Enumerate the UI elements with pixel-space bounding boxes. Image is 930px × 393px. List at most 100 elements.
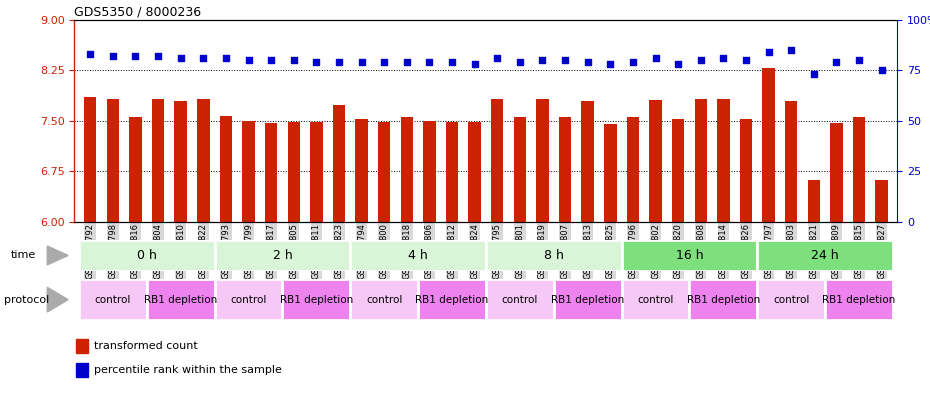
Bar: [757, 240, 893, 271]
Bar: [621, 279, 689, 320]
Bar: [491, 99, 503, 222]
Bar: [219, 116, 232, 222]
Point: [558, 57, 573, 63]
Bar: [197, 99, 209, 222]
Point: [535, 57, 550, 63]
Text: percentile rank within the sample: percentile rank within the sample: [94, 365, 282, 375]
Bar: [671, 119, 684, 222]
Bar: [825, 279, 893, 320]
Bar: [553, 279, 621, 320]
Text: control: control: [231, 295, 267, 305]
Polygon shape: [47, 246, 68, 265]
Text: control: control: [95, 295, 131, 305]
Bar: [604, 124, 617, 222]
Point: [671, 61, 685, 67]
Bar: [283, 279, 351, 320]
Bar: [875, 180, 888, 222]
Bar: [469, 122, 481, 222]
Text: transformed count: transformed count: [94, 341, 198, 351]
Bar: [537, 99, 549, 222]
Polygon shape: [47, 287, 68, 312]
Point: [83, 51, 98, 57]
Bar: [84, 97, 97, 222]
Point: [490, 55, 505, 61]
Point: [738, 57, 753, 63]
Point: [716, 55, 731, 61]
Bar: [355, 119, 367, 222]
Point: [467, 61, 482, 67]
Point: [241, 57, 256, 63]
Bar: [785, 101, 797, 222]
Text: GDS5350 / 8000236: GDS5350 / 8000236: [74, 6, 202, 18]
Bar: [215, 279, 283, 320]
Point: [445, 59, 459, 65]
Bar: [649, 100, 662, 222]
Bar: [559, 117, 571, 222]
Point: [286, 57, 301, 63]
Point: [784, 47, 799, 53]
Bar: [152, 99, 165, 222]
Bar: [287, 121, 300, 222]
Bar: [265, 123, 277, 222]
Bar: [581, 101, 594, 222]
Point: [354, 59, 369, 65]
Point: [105, 53, 120, 59]
Point: [196, 55, 211, 61]
Text: RB1 depletion: RB1 depletion: [144, 295, 218, 305]
Bar: [807, 180, 820, 222]
Bar: [351, 240, 485, 271]
Bar: [401, 118, 413, 222]
Bar: [107, 99, 119, 222]
Point: [264, 57, 279, 63]
Bar: [621, 240, 757, 271]
Text: RB1 depletion: RB1 depletion: [416, 295, 488, 305]
Text: control: control: [773, 295, 809, 305]
Point: [693, 57, 708, 63]
Point: [128, 53, 143, 59]
Text: 8 h: 8 h: [544, 249, 564, 262]
Bar: [310, 122, 323, 222]
Point: [309, 59, 324, 65]
Point: [852, 57, 867, 63]
Point: [761, 49, 776, 55]
Point: [874, 67, 889, 73]
Point: [331, 59, 346, 65]
Text: control: control: [366, 295, 403, 305]
Text: RB1 depletion: RB1 depletion: [551, 295, 624, 305]
Bar: [717, 99, 729, 222]
Point: [580, 59, 595, 65]
Bar: [351, 279, 418, 320]
Text: time: time: [11, 250, 36, 261]
Bar: [215, 240, 351, 271]
Point: [806, 71, 821, 77]
Point: [648, 55, 663, 61]
Bar: [423, 121, 435, 222]
Bar: [147, 279, 215, 320]
Bar: [418, 279, 485, 320]
Bar: [333, 105, 345, 222]
Bar: [243, 121, 255, 222]
Bar: [627, 118, 639, 222]
Bar: [513, 118, 526, 222]
Text: 0 h: 0 h: [137, 249, 156, 262]
Bar: [689, 279, 757, 320]
Bar: [445, 121, 458, 222]
Text: 4 h: 4 h: [408, 249, 428, 262]
Text: RB1 depletion: RB1 depletion: [686, 295, 760, 305]
Text: control: control: [637, 295, 673, 305]
Text: RB1 depletion: RB1 depletion: [280, 295, 353, 305]
Point: [219, 55, 233, 61]
Text: protocol: protocol: [4, 295, 49, 305]
Bar: [695, 99, 707, 222]
Point: [512, 59, 527, 65]
Point: [603, 61, 618, 67]
Bar: [739, 119, 752, 222]
Bar: [79, 279, 147, 320]
Bar: [175, 101, 187, 222]
Text: 16 h: 16 h: [675, 249, 703, 262]
Bar: [757, 279, 825, 320]
Bar: [763, 68, 775, 222]
Bar: [830, 123, 843, 222]
Point: [422, 59, 437, 65]
Point: [829, 59, 844, 65]
